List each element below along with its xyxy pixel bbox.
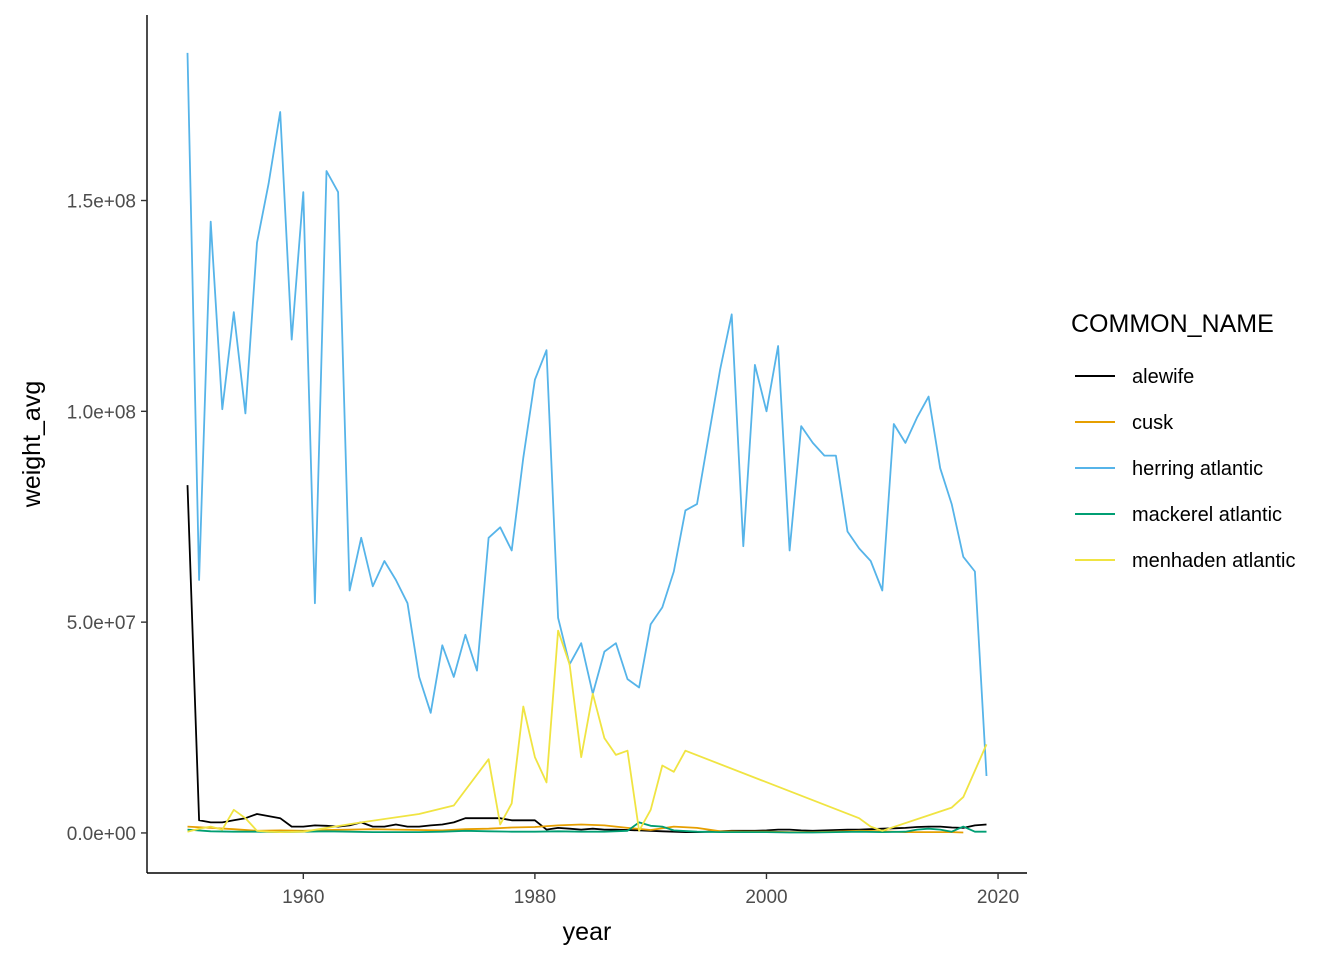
x-tick-label: 1960 <box>282 887 324 908</box>
legend: COMMON_NAME alewife cusk herring atlantic m… <box>1071 310 1295 572</box>
y-tick-label: 5.0e+07 <box>67 613 136 634</box>
series-line-menhaden-atlantic <box>188 631 987 833</box>
legend-items: alewife cusk herring atlantic mackerel atla… <box>1075 366 1295 572</box>
x-tick-label: 1980 <box>514 887 556 908</box>
legend-label: alewife <box>1132 366 1194 388</box>
y-tick-label: 0.0e+00 <box>67 824 136 845</box>
series-line-alewife <box>188 485 987 832</box>
series-line-herring-atlantic <box>188 53 987 776</box>
y-axis-title: weight_avg <box>18 381 46 508</box>
x-tick-label: 2020 <box>977 887 1019 908</box>
legend-label: mackerel atlantic <box>1132 504 1282 526</box>
series-layer <box>188 53 987 833</box>
y-ticks: 0.0e+00 5.0e+07 1.0e+08 1.5e+08 <box>67 192 147 845</box>
legend-label: herring atlantic <box>1132 458 1263 480</box>
x-tick-label: 2000 <box>745 887 787 908</box>
legend-label: menhaden atlantic <box>1132 550 1295 572</box>
y-tick-label: 1.5e+08 <box>67 192 136 213</box>
legend-label: cusk <box>1132 412 1174 434</box>
x-axis-title: year <box>563 918 612 946</box>
y-tick-label: 1.0e+08 <box>67 402 136 423</box>
x-ticks: 1960 1980 2000 2020 <box>282 873 1019 908</box>
legend-title: COMMON_NAME <box>1071 310 1274 338</box>
